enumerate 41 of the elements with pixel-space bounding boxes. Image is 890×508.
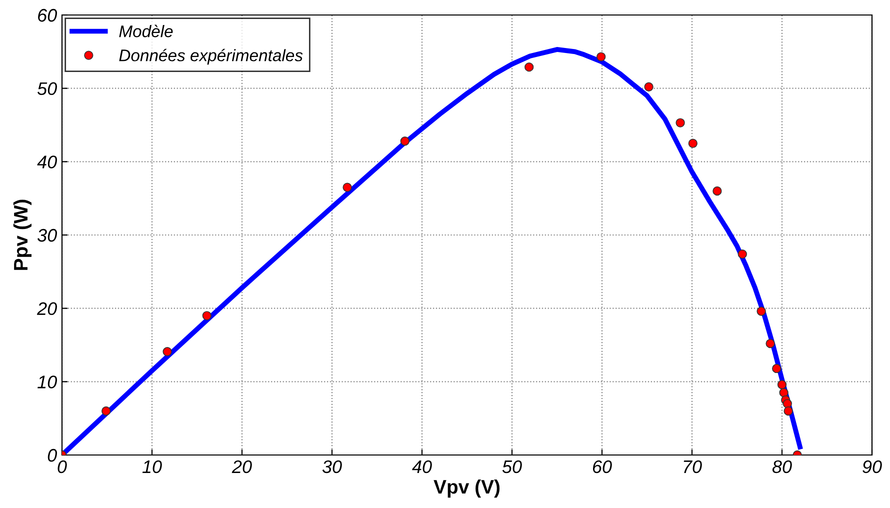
point (712, 186, 722, 196)
y-tick-label: 50 (37, 82, 57, 96)
point (162, 347, 172, 356)
x-tick-label: 30 (322, 460, 342, 474)
point (342, 182, 352, 192)
point (676, 118, 685, 128)
y-tick-label: 20 (36, 302, 57, 316)
line-series (62, 47, 802, 455)
x-tick-label: 90 (862, 460, 882, 474)
x-tick-label: 0 (58, 460, 67, 474)
point (766, 338, 775, 348)
x-tick-label: 60 (592, 460, 612, 474)
point (784, 406, 793, 416)
y-tick-label: 10 (38, 376, 57, 388)
y-tick-label: 40 (37, 156, 57, 168)
point (782, 399, 792, 408)
y-tick-label: 0 (48, 448, 57, 462)
y-tick-label: 30 (37, 228, 57, 242)
x-tick-label: 20 (232, 460, 252, 474)
point (756, 306, 766, 316)
y-axis-title: Ppv (W) (13, 200, 32, 270)
point (596, 52, 606, 62)
x-tick-label: 40 (412, 460, 432, 474)
x-tick-label: 80 (772, 460, 792, 474)
point (400, 136, 410, 146)
legend-label: Données expérimentales (119, 48, 303, 65)
point (688, 138, 698, 148)
point (644, 82, 654, 92)
x-tick-label: 50 (502, 460, 522, 474)
point (779, 388, 788, 398)
point (772, 364, 782, 374)
point (738, 249, 747, 259)
point (524, 62, 534, 72)
point (777, 380, 787, 390)
x-tick-label: 10 (142, 460, 162, 474)
point (202, 311, 212, 320)
y-tick-label: 60 (38, 8, 57, 22)
x-axis-title: Vpv (V) (434, 479, 500, 498)
legend-label: Modèle (119, 24, 173, 38)
point (102, 406, 111, 416)
x-tick-label: 70 (684, 460, 702, 474)
